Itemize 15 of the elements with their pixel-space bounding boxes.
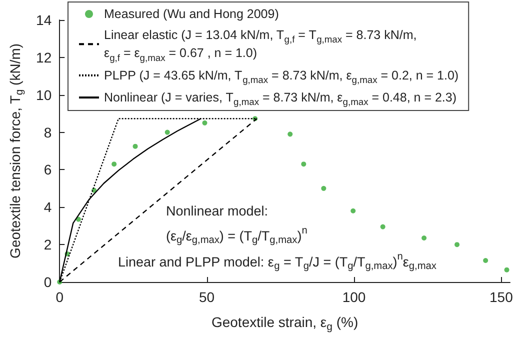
- x-tick-label: 50: [199, 289, 215, 305]
- y-tick-label: 10: [36, 86, 52, 103]
- y-tick-label: 14: [36, 12, 52, 28]
- x-tick-label: 100: [342, 289, 366, 305]
- y-tick-label: 8: [44, 124, 52, 140]
- y-tick-label: 2: [44, 236, 52, 253]
- x-tick-label: 0: [56, 289, 64, 305]
- legend-label: Measured (Wu and Hong 2009): [104, 7, 279, 21]
- y-axis-title: Geotextile tension force, Tg (kN/m): [7, 43, 26, 258]
- annotation: Nonlinear model:: [166, 204, 268, 218]
- y-tick-label: 6: [44, 162, 52, 178]
- x-tick-label: 150: [489, 289, 514, 305]
- y-tick-label: 12: [36, 49, 52, 66]
- y-tick-label: 0: [44, 274, 52, 290]
- y-tick-label: 4: [44, 199, 52, 216]
